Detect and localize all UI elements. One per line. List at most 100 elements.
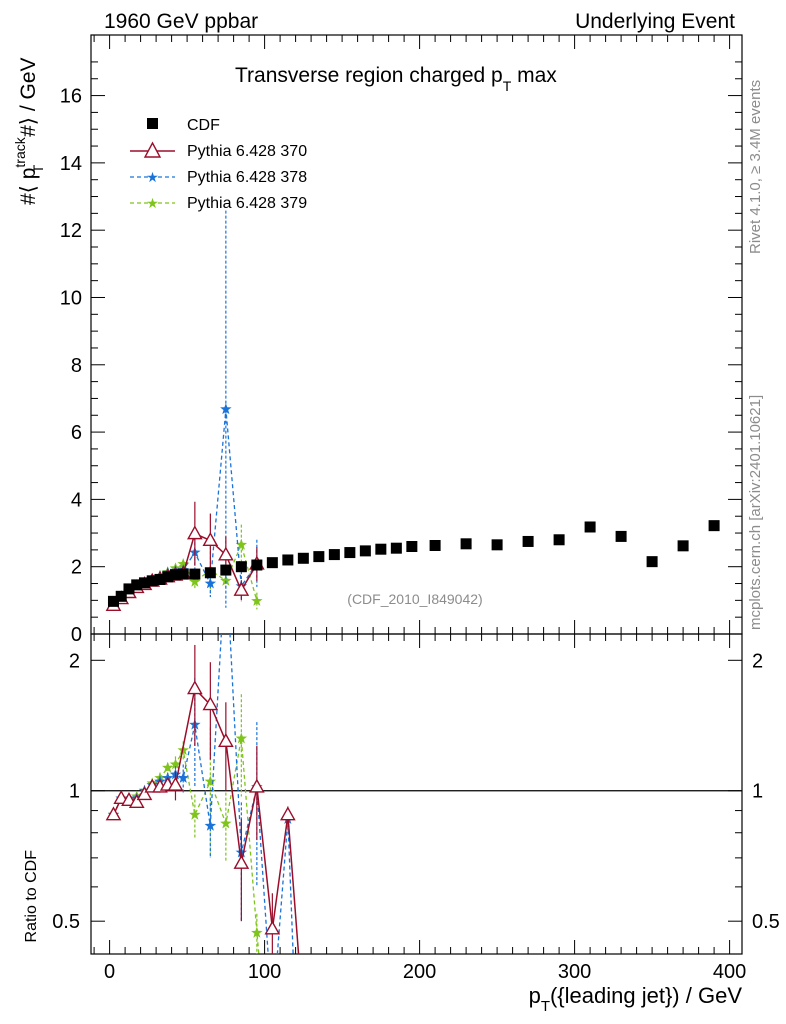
main-data	[105, 210, 720, 611]
ratio-y-tick-label-right: 2	[752, 650, 763, 672]
main-pythia-379-point	[251, 595, 263, 606]
legend-marker-379: ★	[146, 195, 159, 211]
main-cdf-point	[204, 567, 216, 579]
main-cdf-point	[615, 530, 627, 542]
legend-item-pythia-379: ★ Pythia 6.428 379	[130, 195, 307, 212]
main-cdf-point	[146, 575, 158, 587]
header-right: Underlying Event	[575, 10, 735, 33]
main-cdf-point	[107, 595, 119, 607]
analysis-watermark: (CDF_2010_I849042)	[347, 591, 482, 607]
x-tick-label: 300	[558, 961, 591, 983]
ratio-y-ticks: 0.5 0.5 1 1 2 2	[52, 650, 780, 933]
main-cdf-point	[235, 561, 247, 573]
main-cdf-point	[328, 549, 340, 561]
main-cdf-point	[162, 571, 174, 583]
ratio-pythia-378-point	[204, 819, 217, 831]
ratio-pythia-378-point	[267, 1011, 279, 1022]
ratio-pythia-370-point	[249, 778, 265, 793]
ratio-pythia-379-point	[169, 758, 182, 770]
main-panel: 0 2 4 6 8 10 12 14 16 Transverse region charged …	[12, 34, 743, 646]
x-tick-label: 0	[104, 961, 115, 983]
legend-label-379: Pythia 6.428 379	[187, 195, 307, 212]
main-title-sub: T	[503, 78, 512, 94]
main-cdf-point	[375, 543, 387, 555]
legend-label-378: Pythia 6.428 378	[187, 169, 307, 186]
main-cdf-point	[460, 538, 472, 550]
x-tick-label: 400	[713, 961, 746, 983]
main-y-tick-label: 12	[60, 220, 82, 242]
ratio-pythia-379-point	[251, 926, 263, 938]
x-axis-label: pT({leading jet}) / GeV	[529, 983, 743, 1015]
legend-marker-378: ★	[146, 169, 159, 185]
legend-marker-370	[143, 141, 162, 158]
main-pythia-379-point	[177, 558, 189, 569]
ratio-pythia-370-point	[136, 786, 153, 801]
ratio-y-tick-label: 1	[69, 781, 80, 803]
legend-item-cdf: CDF	[147, 117, 220, 134]
main-y-tick-label: 14	[60, 153, 82, 175]
ratio-pythia-378-point	[290, 1011, 301, 1022]
main-pythia-378-point	[220, 403, 232, 415]
main-cdf-point	[131, 579, 143, 591]
main-cdf-point	[154, 573, 166, 585]
ratio-pythia-370-point	[105, 806, 122, 821]
main-pythia-379-point	[189, 575, 201, 587]
ratio-pythia-379-point	[220, 817, 232, 829]
ratio-y-tick-label-right: 1	[752, 781, 763, 803]
ratio-pythia-378-point	[177, 772, 189, 783]
ratio-panel: 0.5 0.5 1 1 2 2 0 100 200 300 400 Ratio to CDF pT…	[23, 633, 780, 1022]
header-left: 1960 GeV ppbar	[104, 10, 258, 33]
ratio-y-tick-label-right: 0.5	[752, 911, 780, 933]
legend-marker-cdf	[147, 118, 158, 129]
legend-item-pythia-370: Pythia 6.428 370	[130, 141, 307, 160]
legend: CDF Pythia 6.428 370 ★ Pythia 6.428 378 …	[130, 117, 307, 212]
main-cdf-point	[220, 564, 232, 576]
main-title: Transverse region charged pT max	[235, 64, 557, 94]
x-tick-label: 200	[403, 961, 436, 983]
main-cdf-point	[584, 521, 596, 533]
x-label-sub: T	[541, 998, 550, 1015]
ratio-x-ticks: 0 100 200 300 400	[93, 634, 746, 983]
main-cdf-point	[251, 559, 263, 571]
ratio-pythia-379-point	[189, 808, 201, 820]
ratio-plot-frame	[90, 633, 743, 955]
x-label-post: ({leading jet}) / GeV	[550, 983, 742, 1008]
main-cdf-point	[390, 542, 402, 554]
main-y-tick-label: 6	[71, 422, 82, 444]
main-cdf-point	[359, 545, 371, 557]
main-pythia-379-point	[235, 538, 248, 550]
main-title-tail: max	[511, 64, 557, 87]
x-tick-label: 100	[248, 961, 281, 983]
main-y-tick-label: 0	[71, 624, 82, 646]
main-y-label-post: #⟩ / GeV	[17, 57, 40, 142]
main-cdf-point	[115, 590, 127, 602]
main-y-tick-label: 10	[60, 287, 82, 309]
main-x-ticks	[93, 35, 731, 634]
legend-label-cdf: CDF	[187, 117, 220, 134]
main-y-label-sub: T	[30, 164, 46, 173]
main-cdf-point	[313, 551, 325, 563]
legend-item-pythia-378: ★ Pythia 6.428 378	[130, 169, 307, 186]
ratio-y-axis-label: Ratio to CDF	[23, 850, 40, 943]
main-cdf-point	[169, 569, 181, 581]
ratio-pythia-370-point	[218, 732, 234, 747]
ratio-pythia-370-point	[167, 776, 184, 791]
ratio-data	[105, 634, 301, 1022]
x-label-pre: p	[529, 983, 541, 1008]
main-y-ticks: 0 2 4 6 8 10 12 14 16	[60, 61, 742, 646]
main-y-tick-label: 2	[71, 557, 82, 579]
main-cdf-point	[297, 552, 309, 564]
main-y-tick-label: 16	[60, 86, 82, 108]
main-cdf-point	[189, 568, 201, 580]
main-cdf-point	[646, 556, 658, 568]
ratio-y-tick-label: 2	[69, 650, 80, 672]
main-cdf-point	[553, 534, 565, 546]
main-cdf-point	[344, 547, 356, 559]
ratio-pythia-370-point	[233, 854, 250, 869]
main-cdf-point	[406, 541, 418, 553]
ratio-pythia-370-point	[264, 920, 281, 935]
main-pythia-378-point	[204, 577, 217, 589]
main-pythia-370-point	[187, 525, 203, 540]
main-pythia-370-point	[202, 532, 219, 547]
main-cdf-point	[123, 583, 135, 595]
